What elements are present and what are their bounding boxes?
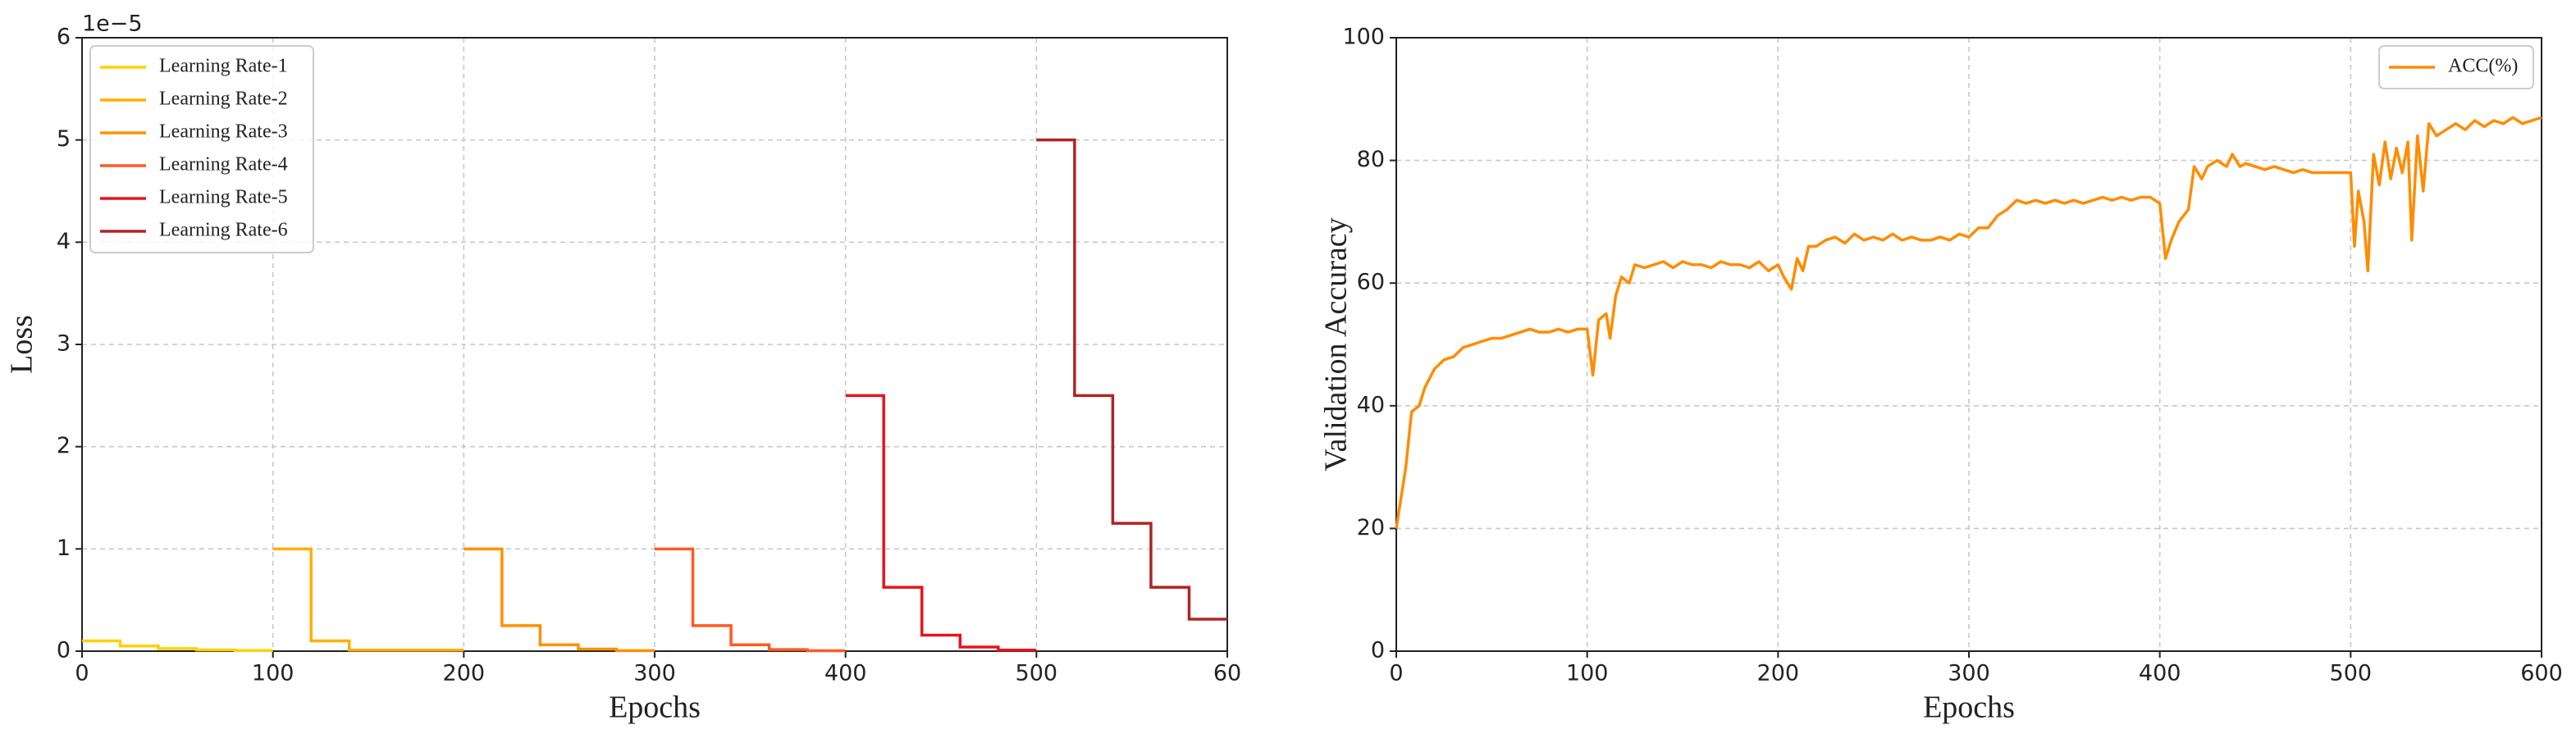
x-tick-label: 400 — [2139, 661, 2181, 686]
data-line — [1395, 116, 2542, 529]
x-tick-label: 0 — [1389, 661, 1403, 686]
step-line — [464, 547, 655, 653]
step-line — [655, 547, 846, 653]
legend-label: Learning Rate-4 — [159, 154, 288, 175]
legend-box — [2378, 45, 2534, 89]
legend-label: Learning Rate-6 — [159, 220, 288, 241]
x-axis-label: Epochs — [1923, 691, 2015, 725]
y-tick-label: 40 — [1357, 392, 1385, 417]
y-tick-label: 5 — [57, 126, 71, 152]
y-tick-label: 3 — [57, 331, 71, 357]
y-axis-label: Loss — [5, 315, 39, 374]
legend-label: Learning Rate-2 — [159, 89, 288, 110]
y-tick-label: 20 — [1357, 515, 1385, 540]
step-line — [845, 394, 1037, 652]
legend-box — [89, 45, 314, 253]
x-tick-label: 500 — [2330, 661, 2373, 686]
x-tick-label: 200 — [443, 661, 486, 686]
x-tick-label: 400 — [824, 661, 867, 686]
legend-label: ACC(%) — [2448, 56, 2518, 77]
y-tick-label: 0 — [1371, 638, 1385, 663]
y-tick-label: 2 — [57, 433, 71, 458]
legend-label: Learning Rate-1 — [159, 56, 288, 77]
legend-label: Learning Rate-3 — [159, 121, 288, 143]
y-axis-label: Validation Accuracy — [1319, 217, 1354, 471]
y-tick-label: 100 — [1342, 25, 1385, 50]
x-axis-label: Epochs — [609, 691, 701, 725]
y-tick-label: 6 — [57, 25, 71, 50]
legend-label: Learning Rate-5 — [159, 187, 288, 208]
x-tick-label: 500 — [1016, 661, 1058, 686]
y-tick-label: 60 — [1357, 270, 1385, 295]
x-tick-label: 0 — [75, 661, 89, 686]
step-line — [82, 639, 273, 652]
plot-frame — [1395, 37, 2542, 652]
y-tick-label: 80 — [1357, 147, 1385, 172]
x-tick-label: 200 — [1757, 661, 1800, 686]
y-tick-label: 4 — [57, 229, 71, 254]
x-tick-label: 60 — [1213, 661, 1241, 686]
y-tick-label: 1 — [57, 536, 71, 561]
step-line — [272, 547, 464, 652]
x-tick-label: 300 — [1948, 661, 1990, 686]
x-tick-label: 100 — [252, 661, 295, 686]
y-tick-label: 0 — [57, 638, 71, 663]
y-offset-label: 1e−5 — [82, 11, 143, 37]
x-tick-label: 100 — [1566, 661, 1609, 686]
x-tick-label: 300 — [633, 661, 676, 686]
x-tick-label: 600 — [2520, 661, 2563, 686]
step-line — [1036, 138, 1227, 621]
